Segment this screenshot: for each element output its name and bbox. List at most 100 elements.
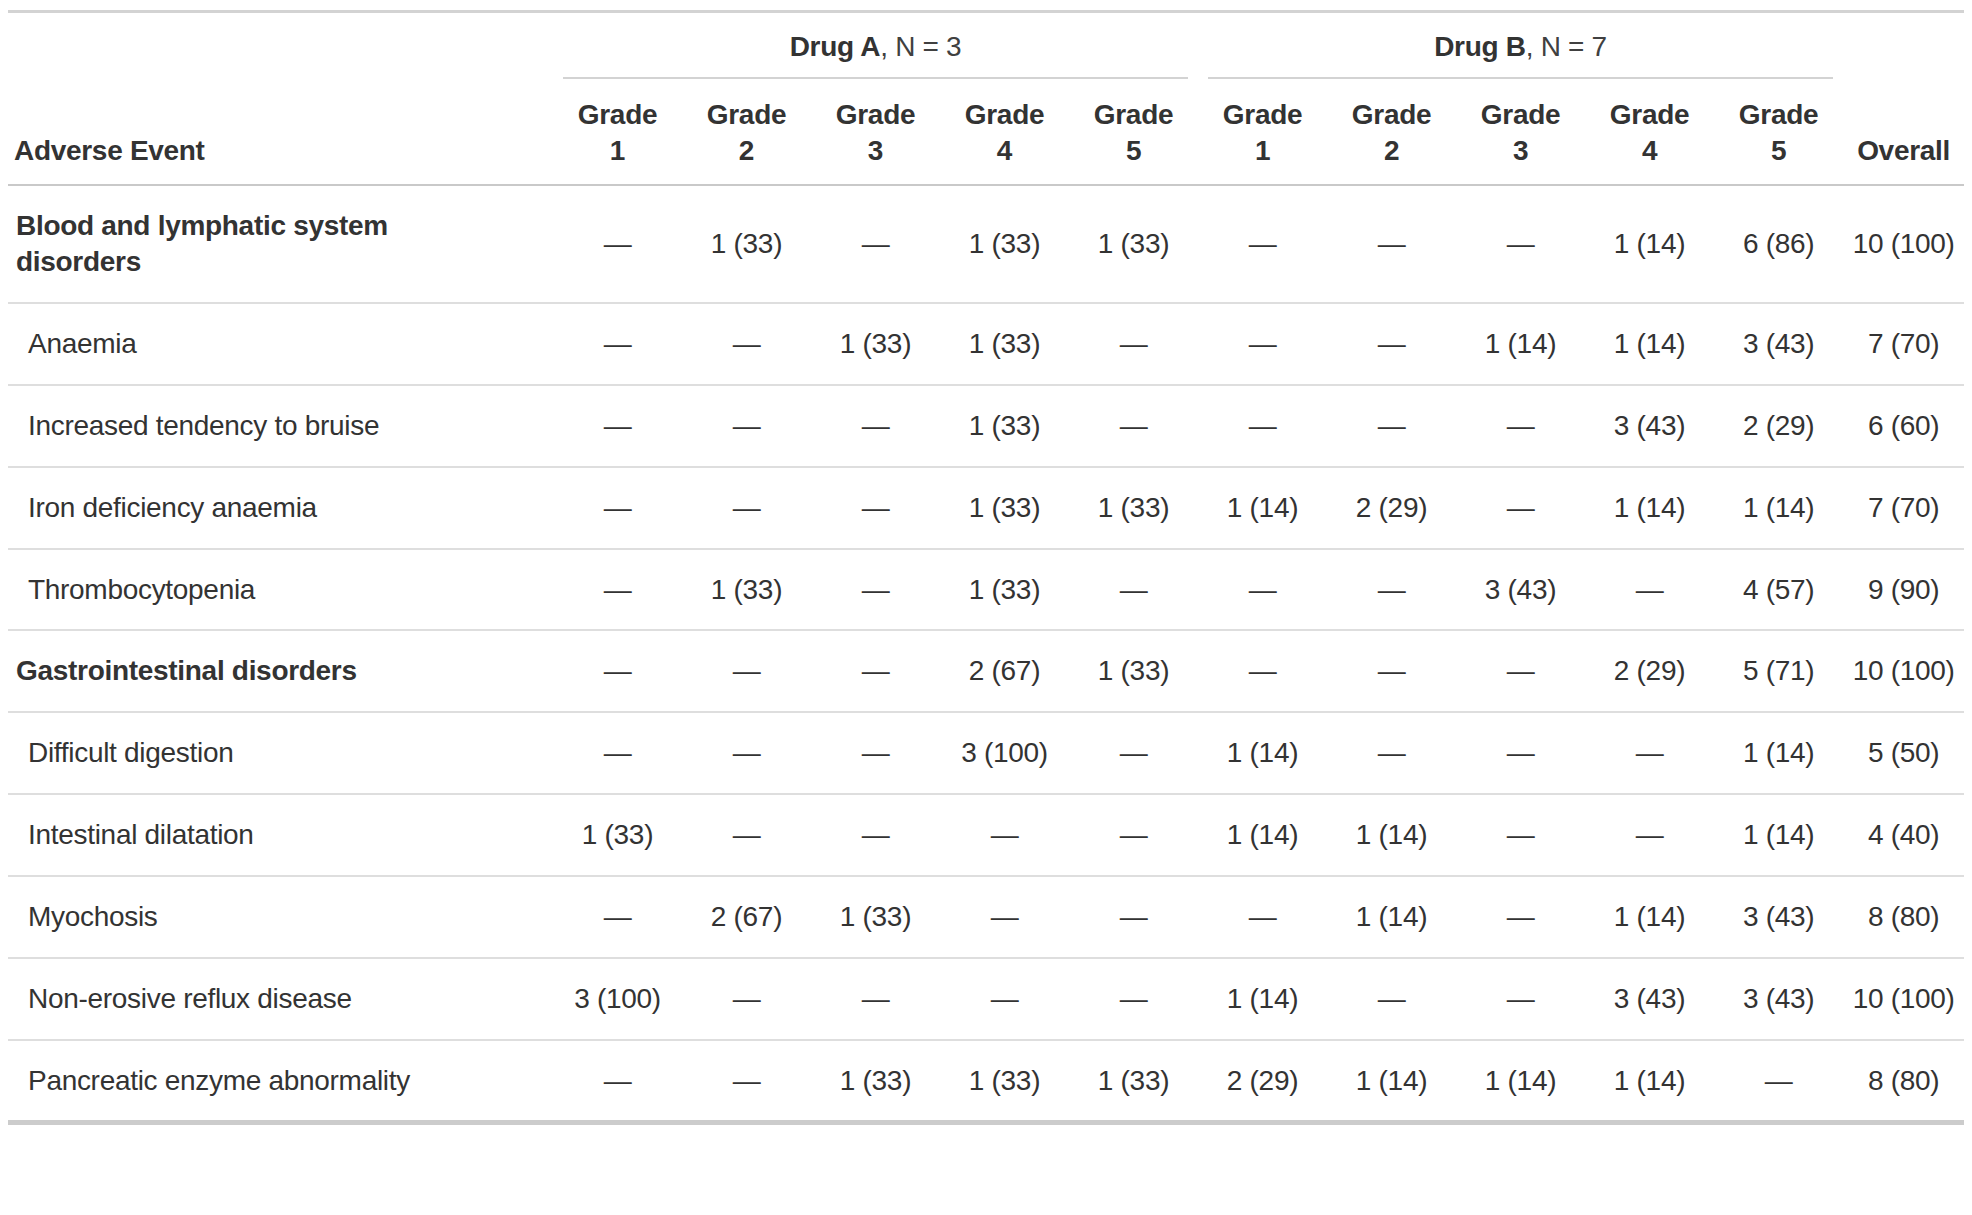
grade-number: 5 xyxy=(1075,133,1192,169)
value-cell: — xyxy=(940,794,1069,876)
value-cell: — xyxy=(1327,549,1456,631)
value-cell: 5 (71) xyxy=(1714,630,1843,712)
overall-value-cell: 10 (100) xyxy=(1843,630,1964,712)
overall-value-cell: 8 (80) xyxy=(1843,876,1964,958)
overall-value-cell: 7 (70) xyxy=(1843,303,1964,385)
value-cell: 1 (33) xyxy=(682,185,811,303)
row-label-text: Pancreatic enzyme abnormality xyxy=(28,1063,410,1099)
spanner-label: Drug B, N = 7 xyxy=(1208,29,1833,79)
value-cell: 3 (43) xyxy=(1714,303,1843,385)
value-cell: — xyxy=(1327,385,1456,467)
column-header-grade-a4: Grade4 xyxy=(940,79,1069,186)
row-label: Pancreatic enzyme abnormality xyxy=(8,1040,553,1123)
table-row: Iron deficiency anaemia———1 (33)1 (33)1 … xyxy=(8,467,1964,549)
value-cell: — xyxy=(1069,876,1198,958)
row-label: Blood and lymphatic system disorders xyxy=(8,185,553,303)
value-cell: — xyxy=(1456,712,1585,794)
overall-value-cell: 6 (60) xyxy=(1843,385,1964,467)
row-label-text: Gastrointestinal disorders xyxy=(16,653,357,689)
row-label-text: Increased tendency to bruise xyxy=(28,408,379,444)
value-cell: 2 (29) xyxy=(1198,1040,1327,1123)
row-label: Increased tendency to bruise xyxy=(8,385,553,467)
grade-word: Grade xyxy=(1591,97,1708,133)
value-cell: — xyxy=(682,630,811,712)
overall-value-cell: 8 (80) xyxy=(1843,1040,1964,1123)
value-cell: — xyxy=(553,1040,682,1123)
adverse-events-page: Drug A, N = 3 Drug B, N = 7 Adverse Event… xyxy=(0,0,1972,1215)
value-cell: 3 (43) xyxy=(1714,876,1843,958)
column-header-adverse-event: Adverse Event xyxy=(8,79,553,186)
value-cell: — xyxy=(1456,467,1585,549)
value-cell: — xyxy=(682,303,811,385)
value-cell: — xyxy=(1069,385,1198,467)
value-cell: 1 (33) xyxy=(940,185,1069,303)
value-cell: — xyxy=(811,385,940,467)
value-cell: — xyxy=(811,958,940,1040)
table-row: Blood and lymphatic system disorders—1 (… xyxy=(8,185,1964,303)
grade-word: Grade xyxy=(946,97,1063,133)
value-cell: — xyxy=(811,467,940,549)
value-cell: 1 (33) xyxy=(811,1040,940,1123)
grade-number: 4 xyxy=(946,133,1063,169)
column-header-row: Adverse EventGrade1Grade2Grade3Grade4Gra… xyxy=(8,79,1964,186)
row-label-text: Myochosis xyxy=(28,899,158,935)
value-cell: — xyxy=(811,794,940,876)
value-cell: 1 (14) xyxy=(1327,794,1456,876)
value-cell: — xyxy=(940,876,1069,958)
value-cell: — xyxy=(1456,876,1585,958)
column-header-overall: Overall xyxy=(1843,79,1964,186)
value-cell: — xyxy=(682,467,811,549)
adverse-events-table: Drug A, N = 3 Drug B, N = 7 Adverse Event… xyxy=(8,10,1964,1125)
spanner-spacer-left xyxy=(8,12,553,79)
value-cell: — xyxy=(1456,794,1585,876)
value-cell: — xyxy=(1585,712,1714,794)
grade-word: Grade xyxy=(1720,97,1837,133)
value-cell: 2 (29) xyxy=(1585,630,1714,712)
value-cell: 1 (14) xyxy=(1585,467,1714,549)
value-cell: — xyxy=(1198,385,1327,467)
value-cell: 1 (33) xyxy=(1069,185,1198,303)
value-cell: 1 (33) xyxy=(940,549,1069,631)
value-cell: 1 (14) xyxy=(1456,303,1585,385)
value-cell: 3 (100) xyxy=(553,958,682,1040)
value-cell: — xyxy=(1327,185,1456,303)
column-header-grade-b5: Grade5 xyxy=(1714,79,1843,186)
value-cell: — xyxy=(1198,185,1327,303)
table-body: Blood and lymphatic system disorders—1 (… xyxy=(8,185,1964,1122)
value-cell: 1 (33) xyxy=(682,549,811,631)
value-cell: — xyxy=(1327,630,1456,712)
value-cell: — xyxy=(811,185,940,303)
table-row: Pancreatic enzyme abnormality——1 (33)1 (… xyxy=(8,1040,1964,1123)
value-cell: — xyxy=(1327,303,1456,385)
value-cell: 1 (33) xyxy=(940,1040,1069,1123)
spanner-sample-size: , N = 3 xyxy=(880,31,961,62)
table-row: Difficult digestion———3 (100)—1 (14)———1… xyxy=(8,712,1964,794)
table-row: Gastrointestinal disorders———2 (67)1 (33… xyxy=(8,630,1964,712)
value-cell: 1 (33) xyxy=(1069,1040,1198,1123)
value-cell: — xyxy=(682,712,811,794)
value-cell: — xyxy=(1327,958,1456,1040)
spanner-label: Drug A, N = 3 xyxy=(563,29,1188,79)
row-label: Myochosis xyxy=(8,876,553,958)
row-label-text: Non-erosive reflux disease xyxy=(28,981,352,1017)
grade-word: Grade xyxy=(688,97,805,133)
spanner-sample-size: , N = 7 xyxy=(1526,31,1607,62)
value-cell: — xyxy=(1585,794,1714,876)
value-cell: 1 (33) xyxy=(940,303,1069,385)
spanner-drug-name: Drug B xyxy=(1434,31,1526,62)
value-cell: 1 (14) xyxy=(1327,1040,1456,1123)
grade-word: Grade xyxy=(817,97,934,133)
table-row: Non-erosive reflux disease3 (100)————1 (… xyxy=(8,958,1964,1040)
table-row: Myochosis—2 (67)1 (33)———1 (14)—1 (14)3 … xyxy=(8,876,1964,958)
grade-word: Grade xyxy=(1204,97,1321,133)
grade-word: Grade xyxy=(1462,97,1579,133)
spanner-drug-b: Drug B, N = 7 xyxy=(1198,12,1843,79)
table-row: Anaemia——1 (33)1 (33)———1 (14)1 (14)3 (4… xyxy=(8,303,1964,385)
value-cell: 1 (14) xyxy=(1585,303,1714,385)
value-cell: — xyxy=(553,876,682,958)
table-row: Thrombocytopenia—1 (33)—1 (33)———3 (43)—… xyxy=(8,549,1964,631)
grade-number: 2 xyxy=(1333,133,1450,169)
value-cell: — xyxy=(553,303,682,385)
grade-number: 5 xyxy=(1720,133,1837,169)
value-cell: — xyxy=(682,794,811,876)
